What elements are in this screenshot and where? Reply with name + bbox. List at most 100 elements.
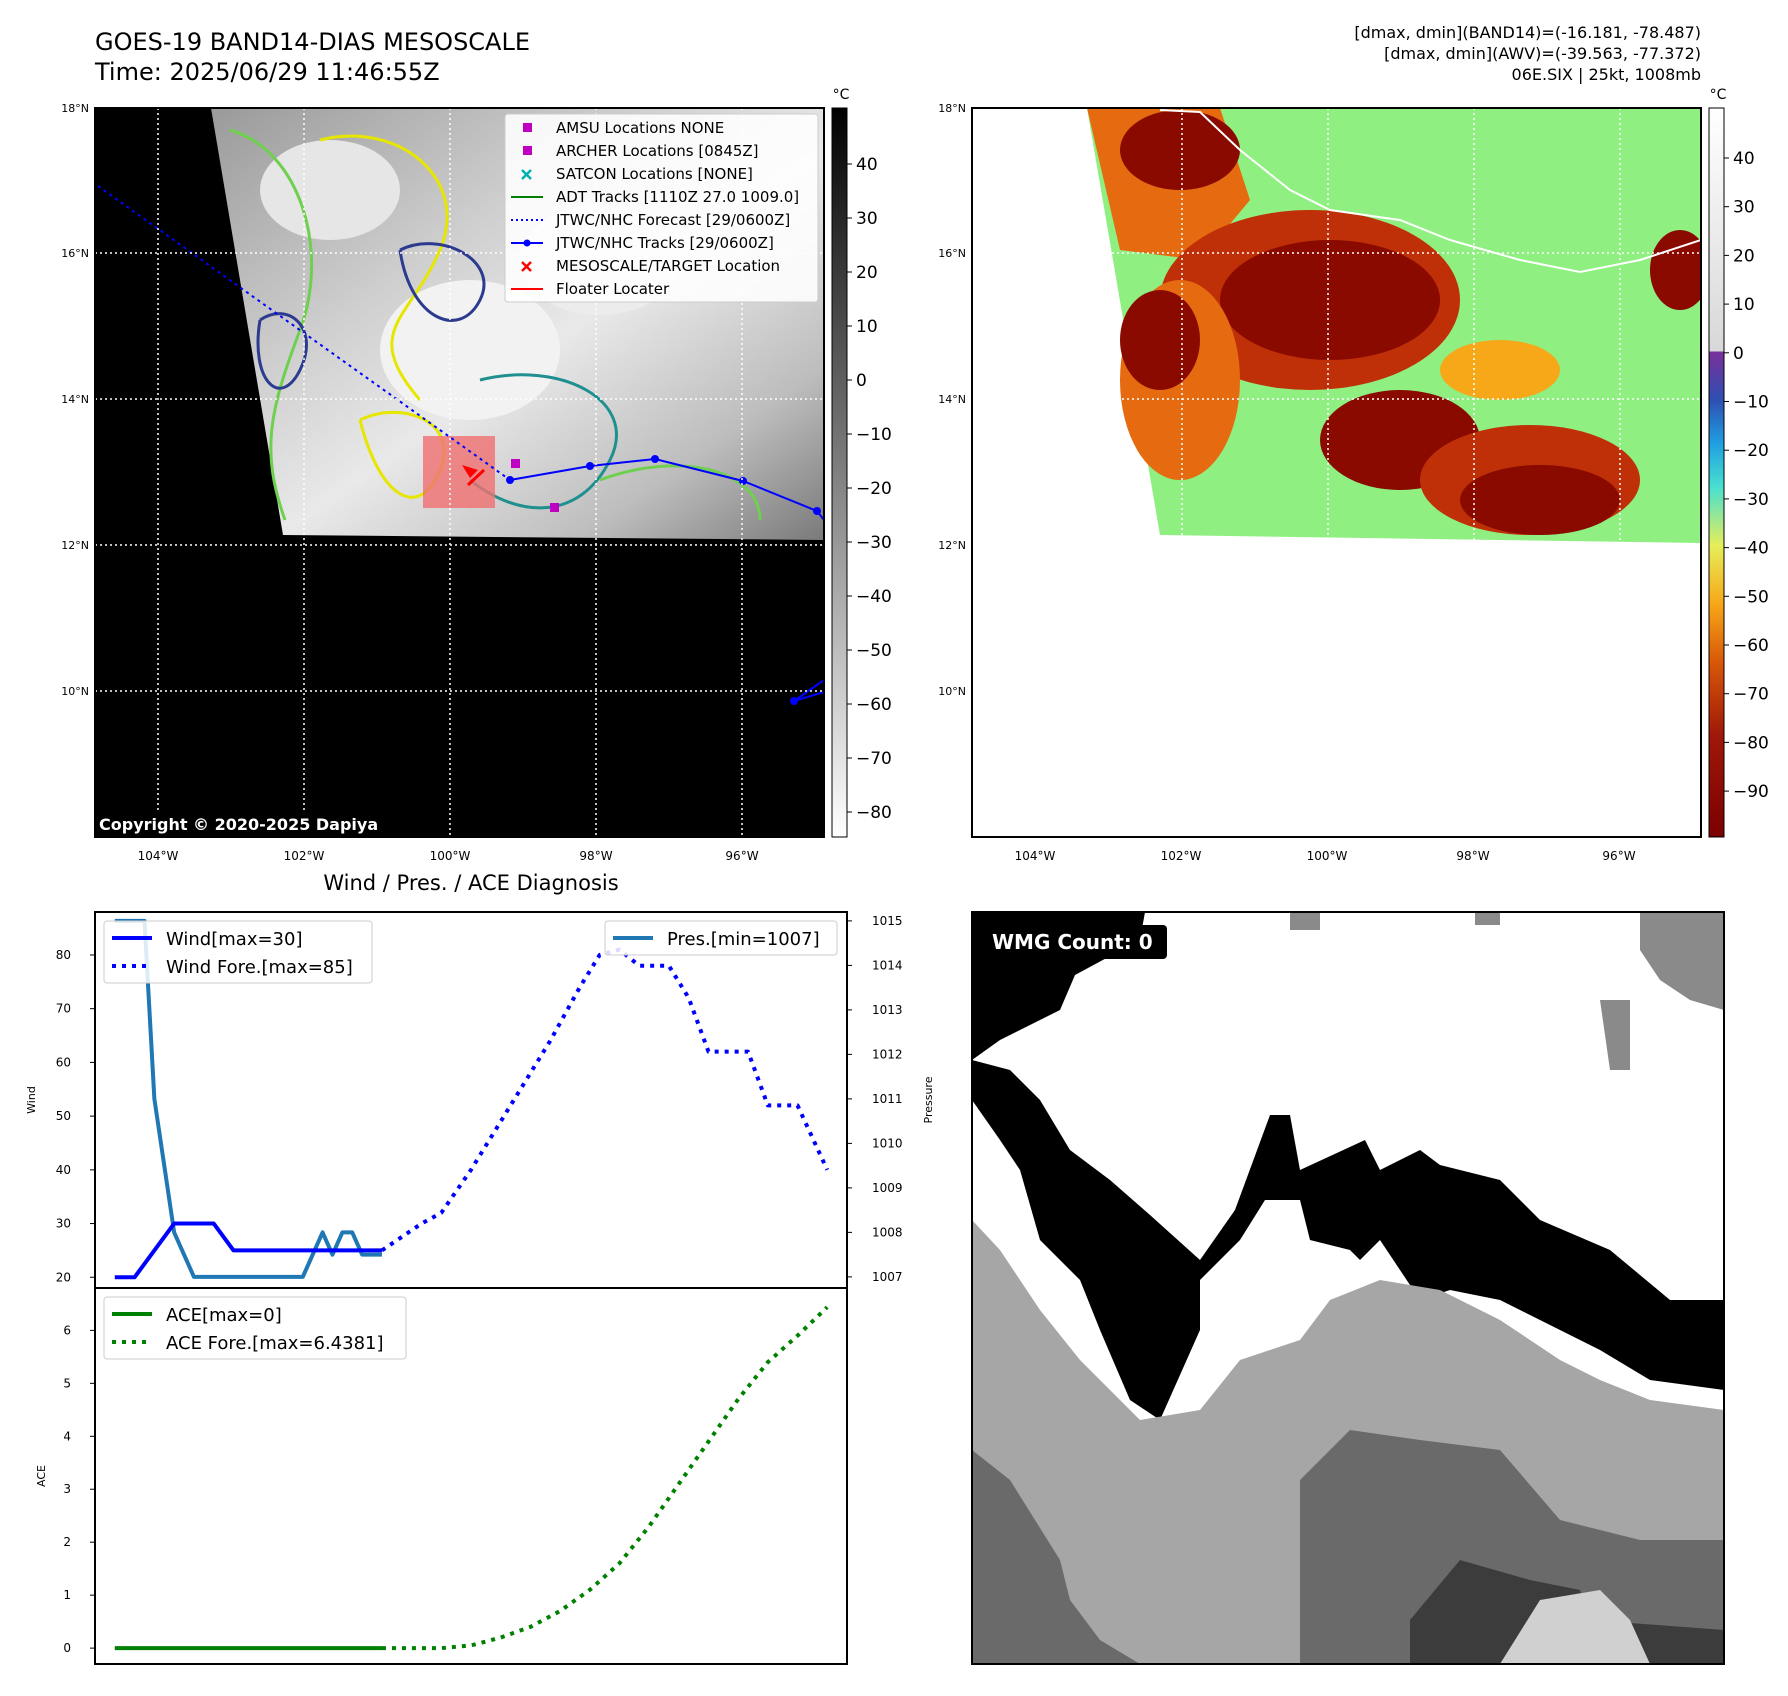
legend-label: ARCHER Locations [0845Z] [556,142,759,160]
awv-region [1220,240,1440,360]
y-tick-label: 80 [56,948,71,962]
awv-region [1440,340,1560,400]
awv-colorbar-tick-label: −40 [1733,539,1769,559]
wind-fore-legend-label: Wind Fore.[max=85] [166,957,353,978]
ir-cloud-cell [260,140,400,240]
legend-label: MESOSCALE/TARGET Location [556,257,780,275]
lon-label: 98°W [1456,849,1489,863]
y-tick-label: 1008 [872,1225,903,1239]
awv-colorbar-tick-label: 10 [1733,295,1755,315]
y-tick-label: 1009 [872,1181,903,1195]
ir-contour [398,242,486,322]
awv-colorbar-tick-label: −80 [1733,733,1769,753]
copyright-text: Copyright © 2020-2025 Dapiya [99,815,378,834]
best-track-points [506,455,821,515]
y-tick-label: 3 [63,1482,71,1496]
awv-region [1120,110,1240,190]
wmg-grey-region [1475,912,1500,925]
lat-label: 16°N [938,247,966,260]
awv-colorbar-tick-label: 40 [1733,149,1755,169]
ir-contour [319,134,449,401]
ir-colorbar: °C 40 30 20 10 0 −10 −20 −30 −40 −50 −60 −70 −80 [831,87,892,838]
series-line [114,1221,382,1280]
info-awv: [dmax, dmin](AWV)=(-39.563, -77.372) [1384,44,1701,63]
wmg-warm-region [1300,1430,1724,1664]
legend-marker [523,239,531,247]
awv-region [1650,230,1701,310]
legend-marker [523,123,532,132]
y-tick-label: 2 [63,1535,71,1549]
y-tick-label: 60 [56,1055,71,1069]
ir-colorbar-tick-label: 10 [856,317,878,337]
lat-label: 18°N [938,102,966,115]
info-storm: 06E.SIX | 25kt, 1008mb [1512,65,1701,84]
lat-label: 10°N [61,685,89,698]
legend-label: Floater Locater [556,280,670,298]
series-line [381,1305,829,1651]
legend-label: JTWC/NHC Tracks [29/0600Z] [555,234,774,252]
lon-label: 96°W [1602,849,1635,863]
legend-label: AMSU Locations NONE [556,119,724,137]
ir-contour [599,464,762,521]
ir-colorbar-tick-label: 0 [856,371,867,391]
legend-label: JTWC/NHC Forecast [29/0600Z] [555,211,790,229]
lon-label: 102°W [1161,849,1202,863]
wind-axis-label: Wind [25,1086,38,1114]
ir-colorbar-tick-label: −70 [856,749,892,769]
wmg-grey-region [1290,912,1320,930]
wmg-frame [971,911,1725,1665]
y-tick-label: 0 [63,1641,71,1655]
series-line [114,918,382,1279]
awv-colorbar-tick-label: 30 [1733,198,1755,218]
ir-colorbar-tick-label: −60 [856,695,892,715]
awv-gridlines [1087,108,1701,546]
y-tick-label: 1010 [872,1136,903,1150]
legend-marker [523,146,532,155]
y-tick-label: 1015 [872,914,903,928]
y-tick-label: 4 [63,1429,71,1443]
awv-colorbar-tick-label: −20 [1733,441,1769,461]
ir-contour [229,128,313,521]
y-tick-label: 1011 [872,1092,903,1106]
ir-colorbar-tick-label: −80 [856,803,892,823]
pres-legend-box [604,920,838,956]
wmg-grey-region [1640,912,1724,1010]
awv-colorbar-tick-label: −50 [1733,587,1769,607]
ir-colorbar-tick-label: −10 [856,425,892,445]
ace-fore-legend-label: ACE Fore.[max=6.4381] [166,1333,384,1354]
lat-label: 12°N [61,539,89,552]
ir-colorbar-tick-label: −40 [856,587,892,607]
y-tick-label: 50 [56,1109,71,1123]
target-marker [462,465,478,478]
floater-box [423,436,495,508]
diagnosis-title: Wind / Pres. / ACE Diagnosis [323,871,618,895]
wmg-warm-region [972,1450,1140,1664]
y-tick-label: 1013 [872,1003,903,1017]
wmg-count-label: WMG Count: 0 [992,930,1153,954]
awv-coastline [1159,109,1701,274]
awv-colorbar-tick-label: −90 [1733,782,1769,802]
wind-legend-label: Wind[max=30] [166,929,303,950]
y-tick-label: 1 [63,1588,71,1602]
lon-label: 96°W [725,849,758,863]
lat-label: 18°N [61,102,89,115]
y-tick-label: 30 [56,1217,71,1231]
map-axis-labels: 18°N 16°N 14°N 12°N 10°N 18°N 16°N 14°N 12°N 10°N… [61,102,1635,863]
ace-legend-label: ACE[max=0] [166,1305,282,1326]
ace-legend: ACE[max=0] ACE Fore.[max=6.4381] [103,1296,407,1360]
time-stamp: Time: 2025/06/29 11:46:55Z [94,58,440,86]
wmg-warm-region [1500,1590,1650,1664]
lat-label: 16°N [61,247,89,260]
ir-colorbar-tick-label: 30 [856,209,878,229]
y-tick-label: 40 [56,1163,71,1177]
pres-legend: Pres.[min=1007] [604,920,838,956]
wmg-label-box [982,925,1167,959]
lat-label: 12°N [938,539,966,552]
awv-map-panel [971,107,1702,838]
awv-colorbar-tick-label: −70 [1733,685,1769,705]
awv-colorbar-scale [1708,107,1725,838]
floater-locater [466,468,486,487]
legend-box [504,113,819,303]
info-band14: [dmax, dmin](BAND14)=(-16.181, -78.487) [1354,23,1701,42]
